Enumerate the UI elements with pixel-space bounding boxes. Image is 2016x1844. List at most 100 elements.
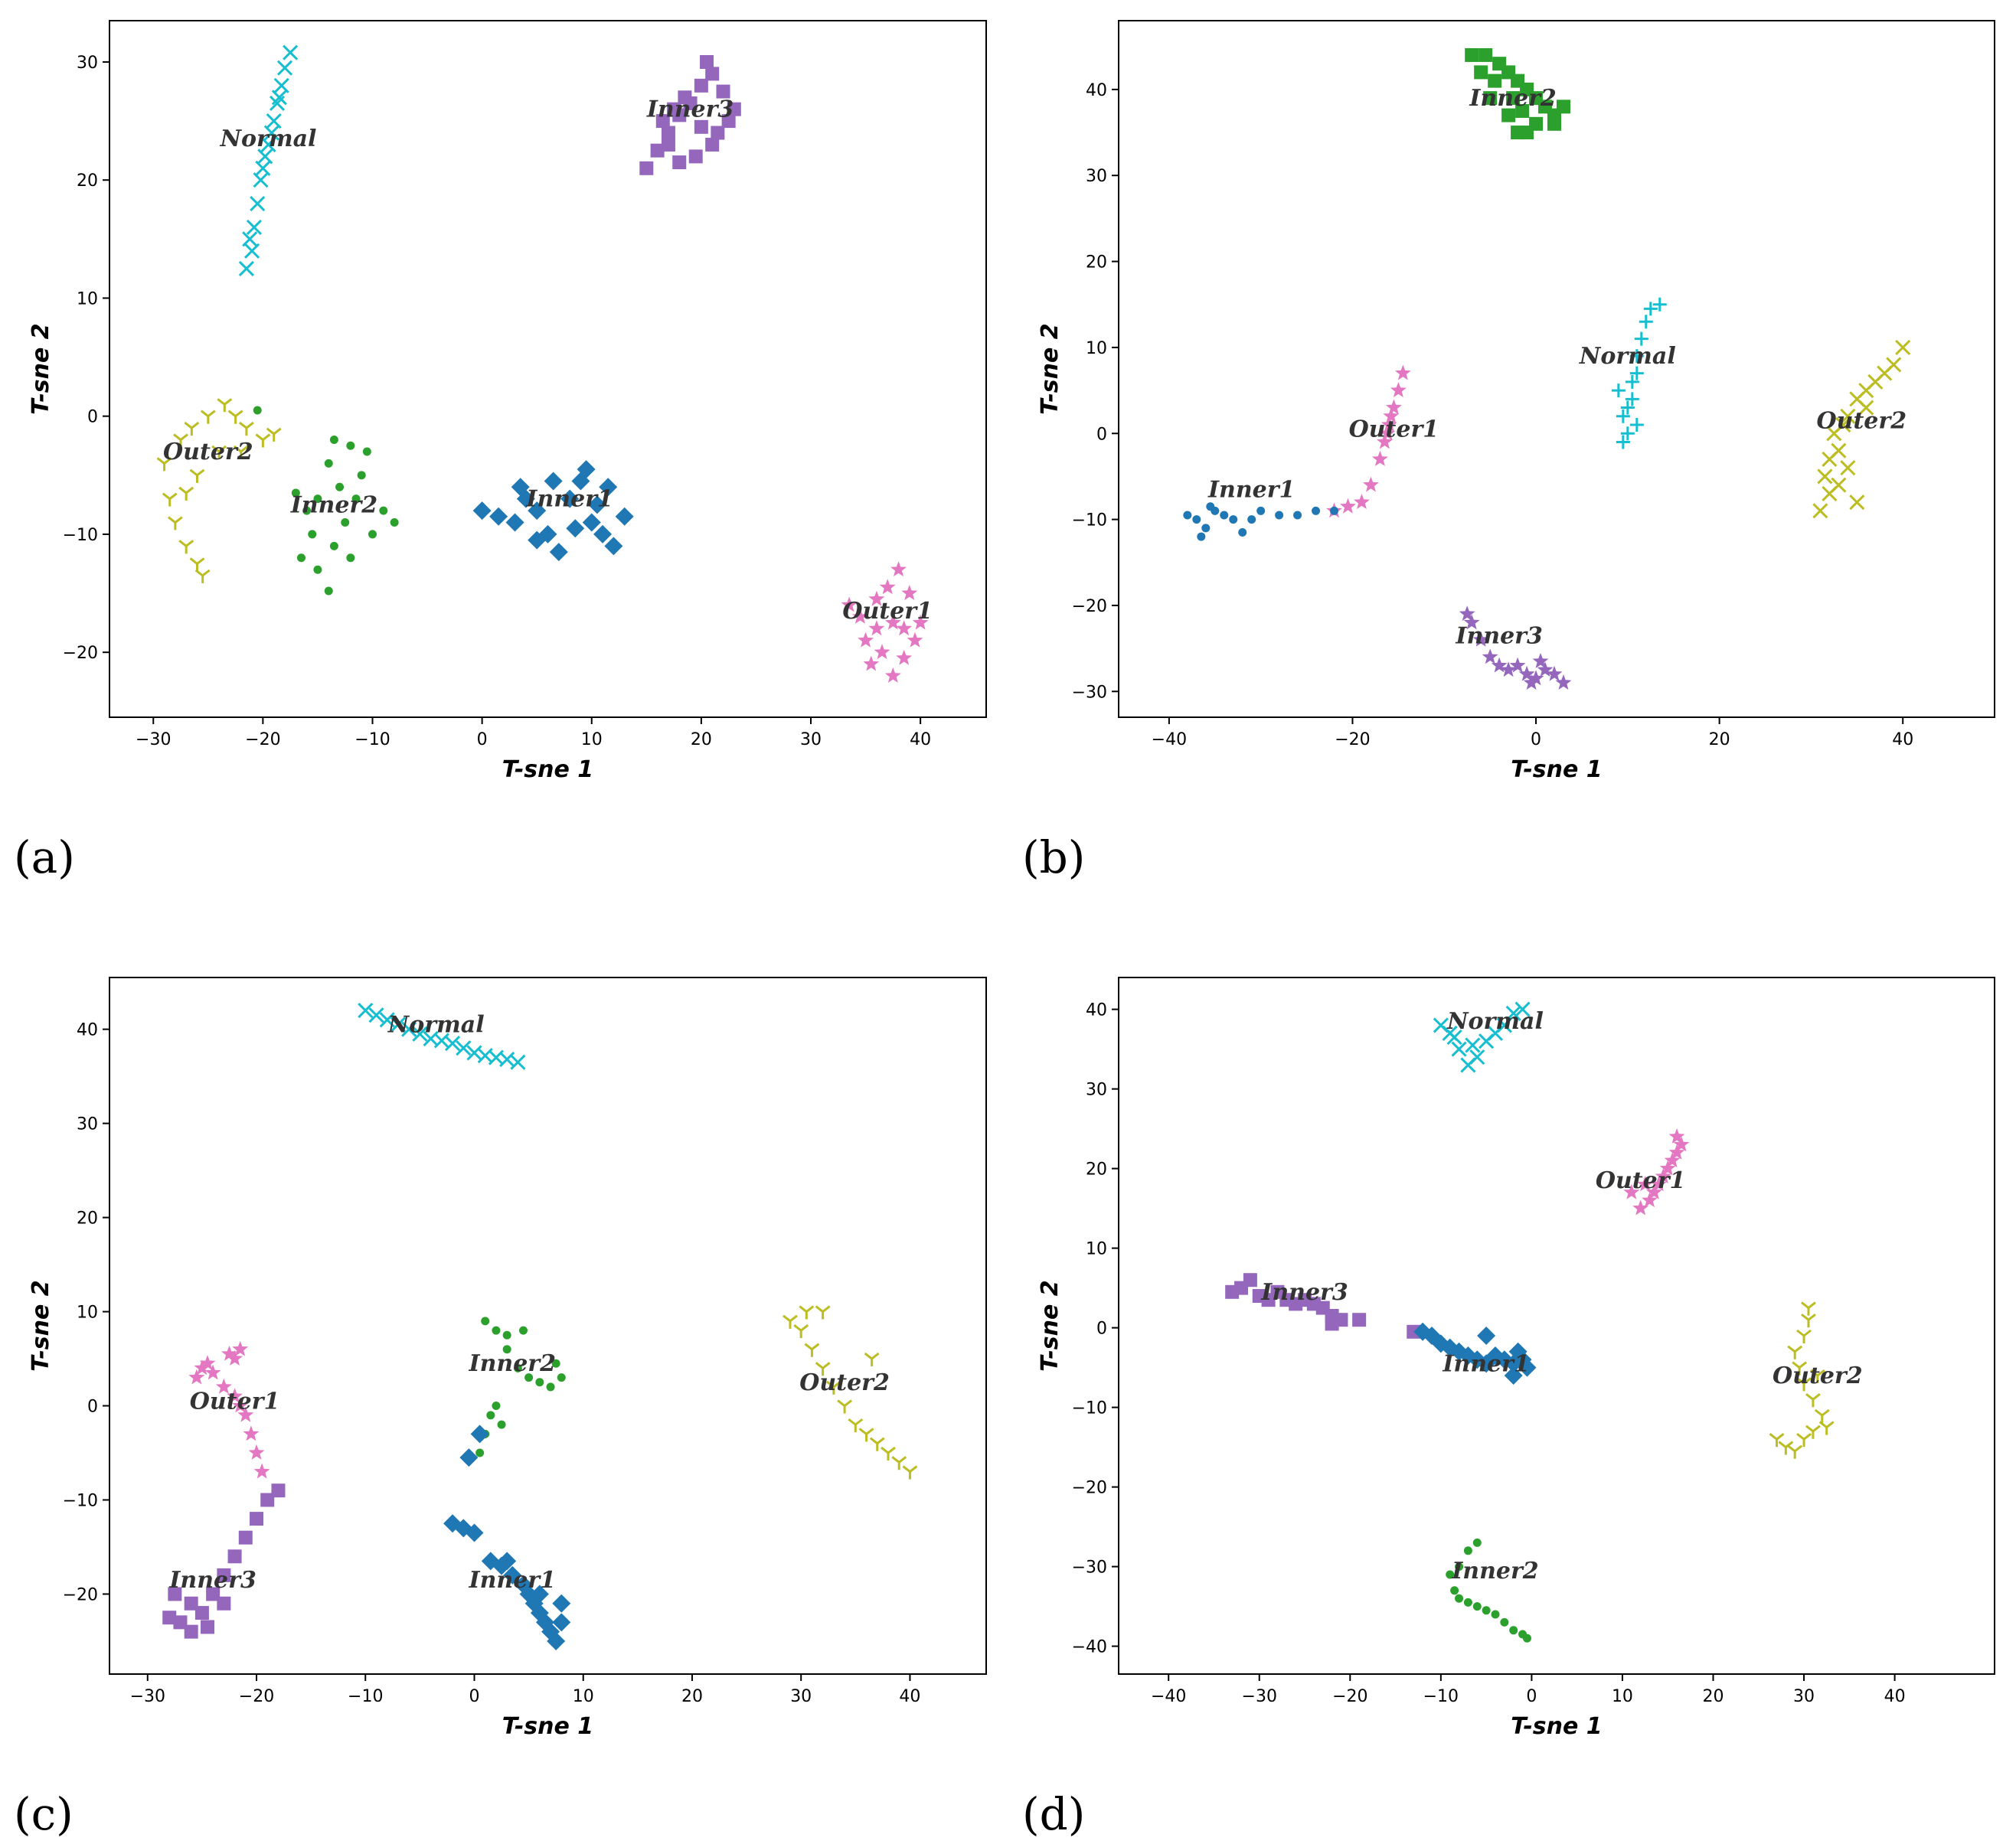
point-outer1: [248, 1444, 265, 1460]
plot-frame: [1118, 977, 1995, 1675]
point-inner1: [547, 1631, 566, 1650]
point-normal: [1611, 383, 1626, 398]
point-outer1: [194, 1359, 211, 1376]
point-inner1: [528, 530, 547, 550]
point-outer1: [227, 1350, 243, 1366]
point-inner3: [173, 1615, 188, 1630]
x-tick-label: −10: [355, 730, 390, 749]
point-normal: [244, 243, 260, 259]
point-outer2: [1801, 1314, 1816, 1328]
point-inner1: [1275, 511, 1284, 520]
point-inner1: [587, 495, 606, 514]
point-inner2: [351, 494, 361, 504]
panel-label: (c): [14, 1788, 74, 1840]
y-tick-label: 30: [1086, 1081, 1107, 1100]
point-inner2: [524, 1373, 534, 1382]
point-normal: [390, 1017, 406, 1033]
y-tick-label: 40: [77, 1021, 98, 1040]
point-inner1: [604, 537, 623, 556]
point-outer1: [884, 614, 901, 630]
point-outer2: [173, 433, 188, 448]
x-tick-label: 0: [477, 730, 488, 749]
plot-frame: [109, 20, 987, 718]
cluster-label-normal: Normal: [220, 126, 317, 152]
point-inner2: [253, 406, 262, 415]
x-tick-label: −10: [348, 1687, 383, 1706]
point-outer2: [194, 569, 211, 583]
point-inner3: [667, 102, 681, 116]
y-tick-label: 0: [87, 1398, 98, 1417]
x-tick-label: 0: [469, 1687, 479, 1706]
point-inner2: [1509, 1626, 1518, 1635]
series-outer2: [1769, 1301, 1835, 1459]
point-normal: [273, 77, 289, 93]
point-outer2: [804, 1343, 820, 1357]
y-tick-label: −10: [63, 526, 98, 545]
point-inner1: [1247, 515, 1256, 524]
point-inner2: [1488, 73, 1502, 88]
point-normal: [255, 160, 271, 176]
cluster-label-inner3: Inner3: [1455, 622, 1542, 649]
point-normal: [1469, 1049, 1485, 1066]
y-tick-label: 40: [1086, 81, 1107, 100]
x-tick-label: 20: [681, 1687, 703, 1706]
x-tick-label: −10: [1423, 1687, 1459, 1706]
point-outer2: [1818, 1421, 1835, 1435]
point-inner3: [688, 149, 703, 164]
point-normal: [444, 1036, 461, 1052]
point-outer2: [881, 1446, 896, 1461]
point-outer2: [799, 1305, 815, 1320]
point-outer2: [227, 410, 243, 424]
point-normal: [401, 1021, 417, 1037]
point-normal: [1616, 435, 1630, 449]
point-normal: [260, 136, 276, 153]
cluster-label-outer1: Outer1: [1596, 1167, 1686, 1194]
y-tick-label: 20: [77, 1209, 98, 1229]
series-outer2: [156, 398, 282, 583]
point-outer1: [188, 1369, 205, 1385]
point-outer2: [1849, 494, 1865, 511]
y-tick-label: 0: [87, 408, 98, 427]
point-outer1: [907, 632, 923, 648]
point-outer2: [1840, 408, 1856, 424]
point-inner1: [1229, 515, 1238, 524]
point-outer1: [215, 1378, 232, 1394]
x-tick-label: 0: [1526, 1687, 1537, 1706]
point-outer1: [1623, 1183, 1640, 1199]
point-inner2: [1463, 1598, 1472, 1607]
point-outer2: [162, 492, 178, 507]
point-outer2: [1796, 1377, 1812, 1392]
cluster-label-outer2: Outer2: [163, 439, 253, 465]
series-inner2: [253, 406, 399, 596]
point-outer1: [1371, 451, 1388, 466]
point-inner3: [1523, 674, 1540, 690]
point-outer2: [848, 1418, 864, 1433]
x-axis-label: T-sne 1: [1511, 756, 1602, 783]
point-outer2: [1831, 442, 1847, 459]
y-axis-label: T-sne 2: [1037, 323, 1064, 414]
point-outer2: [233, 445, 249, 459]
point-normal: [271, 90, 287, 106]
point-outer1: [232, 1340, 249, 1356]
series-inner1: [1413, 1322, 1537, 1385]
x-tick-label: −30: [1242, 1687, 1277, 1706]
point-inner3: [705, 137, 720, 152]
point-outer1: [874, 644, 890, 660]
cluster-label-outer1: Outer1: [190, 1388, 280, 1415]
series-outer2: [1812, 339, 1911, 519]
series-outer1: [841, 561, 929, 683]
point-normal: [1652, 297, 1667, 312]
point-outer2: [1858, 400, 1874, 416]
point-outer2: [858, 1428, 874, 1442]
cluster-label-inner3: Inner3: [168, 1567, 256, 1594]
x-tick-label: 20: [691, 730, 712, 749]
cluster-label-outer2: Outer2: [799, 1369, 890, 1396]
point-outer2: [815, 1305, 831, 1320]
x-tick-label: 30: [800, 730, 822, 749]
point-inner3: [168, 1587, 182, 1601]
point-outer1: [901, 585, 918, 600]
point-outer2: [1812, 503, 1828, 519]
point-outer2: [178, 486, 194, 501]
point-inner2: [1463, 1546, 1472, 1555]
point-outer2: [167, 516, 183, 530]
